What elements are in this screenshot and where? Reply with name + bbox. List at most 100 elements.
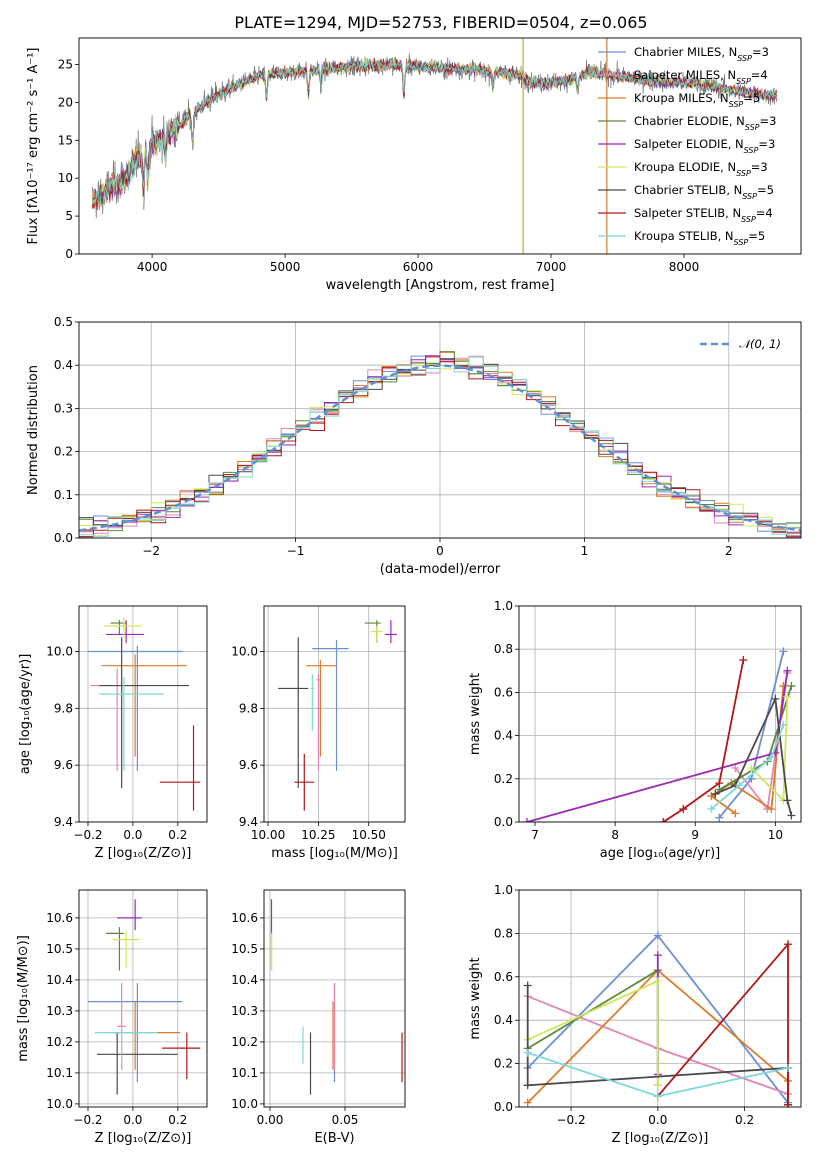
- x-tick-label: 0.2: [168, 1113, 187, 1127]
- panel-age_vs_Z: −0.2 0.0 0.2 9.4 9.6 9.8 10.0 Z [log₁₀(Z/Z⊙)] ag…: [18, 605, 208, 861]
- panel-residuals: −2 −1 0 1 2 0.0 0.1 0.2 0.3 0.4 0.5 (data-model)/er…: [26, 315, 802, 577]
- figure-title: PLATE=1294, MJD=52753, FIBERID=0504, z=0…: [234, 13, 647, 32]
- y-tick-label: 0.1: [54, 488, 73, 502]
- x-tick-label: 9: [691, 828, 699, 842]
- y-tick-label: 10.0: [231, 1097, 258, 1111]
- weight-marker: [779, 720, 788, 729]
- y-tick-label: 9.6: [239, 758, 258, 772]
- errorbar-point-5: [370, 625, 383, 643]
- x-tick-label: 0.05: [332, 1113, 359, 1127]
- y-axis-label: age [log₁₀(age/yr)]: [18, 654, 33, 775]
- weight-marker: [653, 931, 662, 940]
- legend-entry: Kroupa MILES, NSSP=5: [634, 91, 760, 109]
- errorbar-point-2: [101, 654, 187, 757]
- axes-frame: [518, 605, 802, 823]
- errorbar-point-7: [294, 753, 315, 811]
- y-axis-label: Normed distribution: [26, 365, 41, 495]
- x-axis-label: wavelength [Angstrom, rest frame]: [326, 278, 555, 293]
- weight-marker: [779, 647, 788, 656]
- y-tick-label: 15: [58, 133, 73, 147]
- x-axis-label: Z [log₁₀(Z/Z⊙)]: [95, 1131, 192, 1146]
- y-tick-label: 0.5: [54, 315, 73, 329]
- errorbar-point-7: [162, 1032, 201, 1080]
- axes-frame: [78, 889, 208, 1108]
- weight-marker: [731, 809, 740, 818]
- x-tick-label: 0.0: [123, 828, 142, 842]
- plot-area: [523, 931, 792, 1107]
- y-tick-label: 0.2: [494, 772, 513, 786]
- weight-series-8: [710, 724, 785, 810]
- weight-marker: [679, 805, 688, 814]
- weight-marker: [787, 811, 796, 820]
- weight-marker: [715, 779, 724, 788]
- spectrum-model-line-8: [91, 58, 778, 206]
- axes-frame: [78, 605, 208, 823]
- errorbar-point-4: [384, 620, 397, 643]
- panel-age_vs_mass: 10.00 10.25 10.50 9.4 9.6 9.8 10.0 mass [log₁₀(…: [231, 605, 406, 861]
- weight-marker: [523, 818, 532, 822]
- y-tick-label: 10.4: [231, 973, 258, 987]
- errorbar-point-0: [87, 645, 183, 771]
- x-tick-label: 10.50: [352, 828, 386, 842]
- y-axis-label: mass weight: [468, 957, 483, 1039]
- y-tick-label: 9.4: [239, 815, 258, 829]
- errorbar-point-5: [112, 930, 140, 968]
- y-axis-label: mass weight: [468, 673, 483, 755]
- x-tick-label: −0.2: [556, 1113, 585, 1127]
- axes-frame: [518, 889, 802, 1108]
- x-tick-label: 5000: [270, 260, 301, 274]
- legend-entry: Kroupa ELODIE, NSSP=3: [634, 160, 768, 178]
- y-tick-label: 10.0: [46, 644, 73, 658]
- y-tick-label: 10.2: [231, 1035, 258, 1049]
- x-tick-label: −0.2: [73, 1113, 102, 1127]
- errorbar-point-6: [96, 1032, 178, 1095]
- plot-area: [91, 38, 778, 254]
- y-tick-label: 9.6: [54, 758, 73, 772]
- y-tick-label: 10: [58, 171, 73, 185]
- weight-marker: [747, 774, 756, 783]
- y-tick-label: 10.6: [46, 911, 73, 925]
- weight-marker: [783, 1100, 792, 1107]
- y-tick-label: 0.6: [494, 970, 513, 984]
- y-tick-label: 0.8: [494, 926, 513, 940]
- weight-marker: [653, 1092, 662, 1101]
- x-axis-label: Z [log₁₀(Z/Z⊙)]: [612, 1131, 709, 1146]
- y-tick-label: 0.2: [54, 445, 73, 459]
- y-tick-label: 0.4: [494, 729, 513, 743]
- x-axis-label: mass [log₁₀(M/M⊙)]: [271, 846, 398, 861]
- y-tick-label: 0.8: [494, 642, 513, 656]
- errorbar-point-5: [103, 617, 142, 638]
- y-tick-label: 10.3: [231, 1004, 258, 1018]
- errorbar-point-4: [117, 899, 142, 931]
- x-axis-label: Z [log₁₀(Z/Z⊙)]: [95, 846, 192, 861]
- y-tick-label: 9.4: [54, 815, 73, 829]
- weight-marker: [739, 656, 748, 664]
- x-tick-label: 10.00: [251, 828, 285, 842]
- y-tick-label: 0.2: [494, 1057, 513, 1071]
- panel-mass_vs_Z: −0.2 0.0 0.2 10.0 10.1 10.2 10.3 10.4 10.5 10.6 Z …: [16, 889, 208, 1146]
- x-tick-label: 0.2: [168, 828, 187, 842]
- weight-series-3: [527, 968, 659, 1086]
- legend-entry: Salpeter ELODIE, NSSP=3: [634, 137, 775, 155]
- x-tick-label: −0.2: [73, 828, 102, 842]
- y-tick-label: 9.8: [54, 701, 73, 715]
- errorbar-point-1: [90, 668, 140, 771]
- errorbar-point-6: [278, 637, 309, 788]
- weight-marker: [731, 764, 740, 772]
- axes-frame: [263, 889, 406, 1108]
- x-tick-label: 0.0: [123, 1113, 142, 1127]
- x-tick-label: 0.2: [735, 1113, 754, 1127]
- plot-area: [87, 617, 201, 811]
- y-tick-label: 10.1: [231, 1066, 258, 1080]
- x-axis-label: (data-model)/error: [380, 562, 501, 577]
- histogram-7: [79, 356, 801, 538]
- y-tick-label: 0.0: [494, 1100, 513, 1114]
- y-tick-label: 25: [58, 58, 73, 72]
- y-tick-label: 0.4: [494, 1013, 513, 1027]
- y-tick-label: 10.5: [231, 942, 258, 956]
- y-tick-label: 0: [65, 247, 73, 261]
- weight-marker: [747, 764, 756, 772]
- plot-area: [87, 899, 201, 1095]
- normal-curve: [79, 364, 801, 532]
